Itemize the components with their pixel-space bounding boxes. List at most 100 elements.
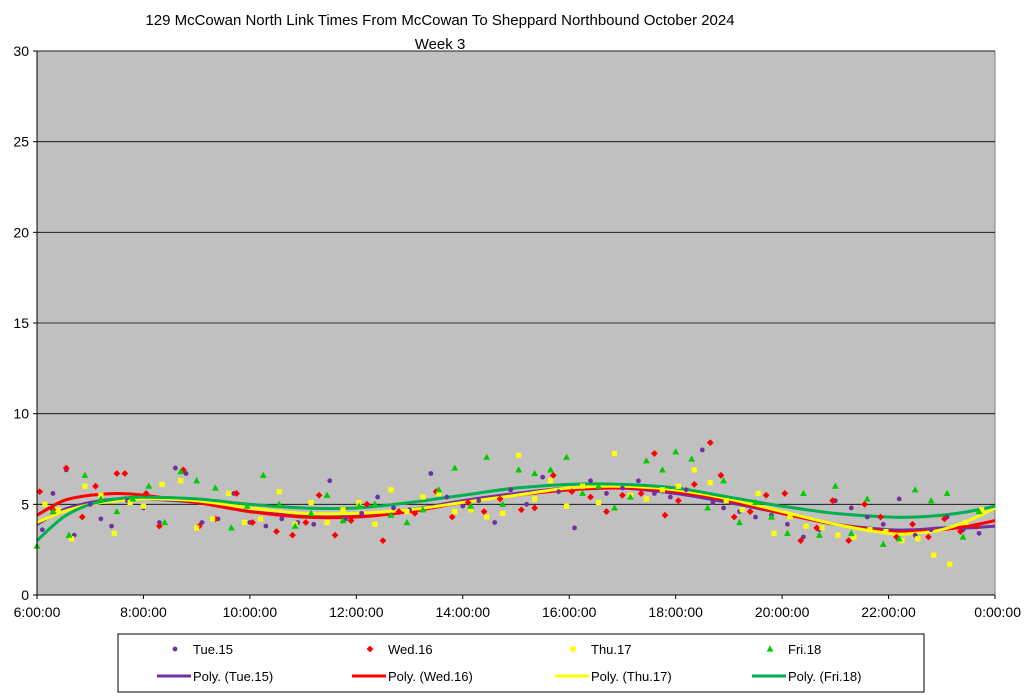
axes: 0 5 10 15 20 25 30 6:00:00 8:00:00 10:00:00 12:00:… [13,43,1021,620]
x-tick-label: 14:00:00 [436,604,491,620]
data-point-fri-18 [563,453,570,460]
data-point-thu-17 [643,496,649,502]
data-point-fri-18 [863,495,871,502]
data-point-tue-15 [183,471,189,476]
data-point-thu-17 [420,494,426,500]
data-point-fri-18 [768,513,775,520]
data-point-fri-18 [81,471,89,478]
data-point-wed-16 [587,493,594,501]
data-point-thu-17 [308,499,314,506]
data-point-tue-15 [444,494,450,500]
data-point-thu-17 [178,478,184,484]
data-point-fri-18 [627,493,634,500]
data-point-thu-17 [404,508,410,515]
data-point-tue-15 [172,465,178,471]
data-point-thu-17 [159,481,165,487]
data-point-tue-15 [279,516,285,522]
data-point-fri-18 [403,518,411,526]
data-point-tue-15 [327,478,333,484]
data-point-wed-16 [289,531,296,539]
grid-lines [37,50,995,505]
data-point-thu-17 [579,483,586,489]
data-point-wed-16 [813,524,821,532]
data-point-wed-16 [957,528,964,535]
data-point-fri-18 [419,506,427,513]
legend-box [117,633,925,693]
data-point-wed-16 [845,537,853,544]
data-point-wed-16 [797,537,805,544]
data-point-thu-17 [739,507,745,513]
y-tick-label: 20 [13,224,29,240]
data-point-fri-18 [688,455,696,462]
x-tick-label: 18:00:00 [648,604,703,620]
data-point-wed-16 [941,515,948,523]
data-point-tue-15 [880,521,886,527]
data-point-fri-18 [800,489,807,497]
data-point-tue-15 [109,523,114,529]
data-point-wed-16 [92,482,99,490]
data-point-fri-18 [531,469,539,477]
data-point-thu-17 [963,519,969,526]
data-point-tue-15 [928,527,934,533]
data-point-fri-18 [927,497,935,504]
data-point-thu-17 [516,452,522,458]
data-point-thu-17 [835,532,841,538]
data-point-wed-16 [717,471,725,479]
data-point-thu-17 [436,490,442,497]
x-tick-label: 12:00:00 [329,604,384,620]
data-point-wed-16 [273,528,280,535]
data-point-wed-16 [730,513,738,521]
data-point-tue-15 [157,520,162,525]
data-point-thu-17 [803,523,809,529]
data-point-wed-16 [925,533,932,541]
data-point-thu-17 [140,503,147,509]
data-point-fri-18 [879,540,887,547]
data-point-thu-17 [210,516,216,522]
data-point-wed-16 [347,517,355,525]
data-point-wed-16 [464,499,472,506]
data-point-fri-18 [451,464,459,471]
data-point-thu-17 [819,525,825,531]
data-point-fri-18 [784,529,791,536]
data-point-fri-18 [895,535,903,542]
data-point-fri-18 [97,495,105,502]
data-point-fri-18 [145,482,153,489]
data-point-thu-17 [372,521,378,527]
data-point-fri-18 [467,502,475,509]
data-point-tue-15 [460,503,466,509]
y-tick-label: 15 [13,315,29,331]
data-point-thu-17 [979,507,985,513]
data-point-thu-17 [388,487,394,493]
data-point-thu-17 [468,507,474,513]
data-point-fri-18 [959,533,967,540]
data-point-tue-15 [896,496,902,502]
data-point-wed-16 [36,488,44,496]
data-point-thu-17 [68,536,75,542]
data-point-fri-18 [49,507,57,515]
data-point-fri-18 [579,489,586,497]
chart-subtitle: Week 3 [415,36,466,53]
data-point-wed-16 [674,497,682,505]
data-point-wed-16 [877,513,884,521]
data-point-tue-15 [428,471,434,476]
data-point-tue-15 [98,516,104,522]
data-point-fri-18 [515,466,523,473]
data-point-tue-15 [753,514,758,520]
data-point-tue-15 [667,494,673,500]
data-point-wed-16 [568,488,576,496]
data-point-fri-18 [975,507,983,515]
legend-marker [172,646,178,652]
data-point-tue-15 [604,491,609,496]
data-point-fri-18 [387,511,395,518]
legend-marker [570,646,576,652]
data-point-tue-15 [651,491,657,496]
y-tick-label: 0 [21,587,29,603]
chart-title: 129 McCowan North Link Times From McCowa… [145,12,734,29]
data-point-wed-16 [62,464,70,472]
data-point-wed-16 [156,522,163,530]
legend-label: Poly. (Fri.18) [788,669,861,684]
data-point-fri-18 [672,448,680,455]
data-point-wed-16 [637,490,645,497]
data-point-wed-16 [762,491,770,499]
data-point-tue-15 [263,523,269,529]
